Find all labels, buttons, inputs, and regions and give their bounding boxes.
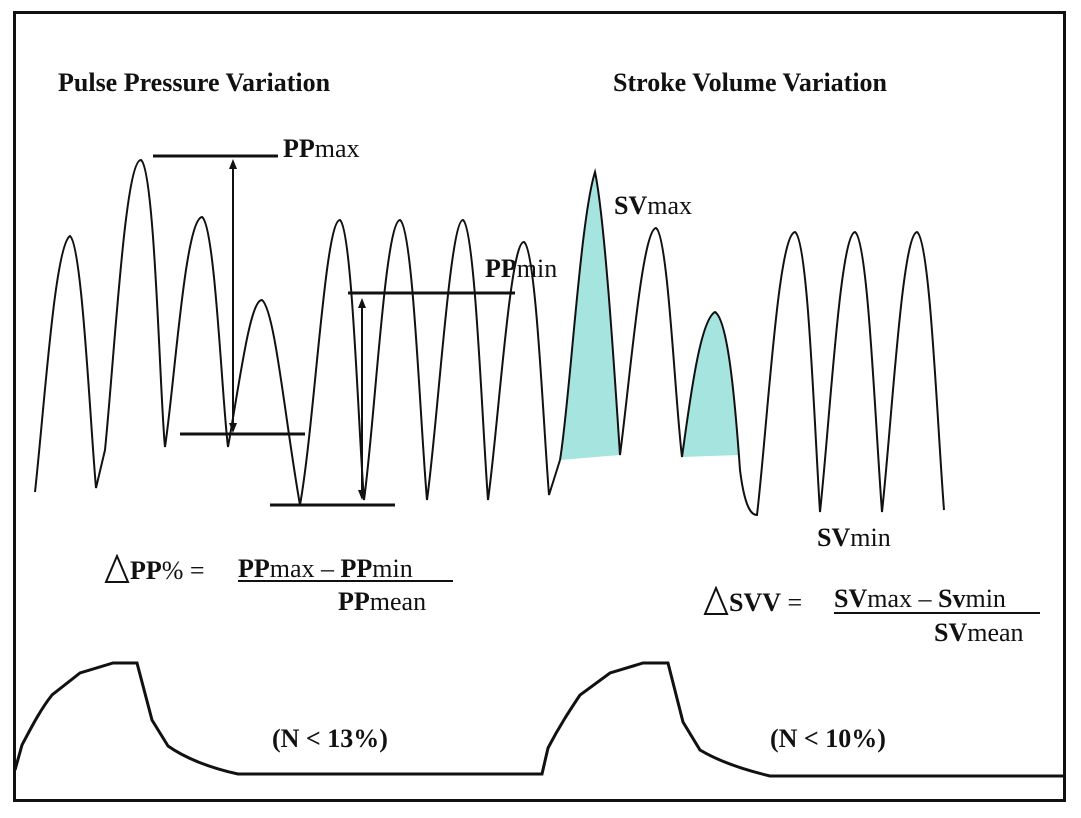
figure-frame (13, 11, 1066, 802)
sv-max-label-rest: max (647, 191, 693, 220)
sv-second-shaded-area (682, 312, 740, 457)
pp-min-label: PPmin (485, 256, 557, 282)
svv-normal-range: (N < 10%) (770, 724, 886, 753)
pp-normal-range: (N < 13%) (272, 724, 388, 753)
pp-formula-lhs-rest: % = (161, 556, 205, 585)
pp-min-label-bold: PP (485, 254, 517, 283)
svv-num-a-rest: max (867, 584, 913, 613)
pp-max-label: PPmax (283, 136, 360, 162)
triangle-icon (703, 585, 729, 615)
left-pressure-waveform (34, 158, 561, 506)
svv-formula-lhs-rest: = (787, 588, 803, 617)
pp-min-label-rest: min (516, 254, 558, 283)
sv-max-shaded-area (560, 172, 620, 460)
left-title: Pulse Pressure Variation (58, 68, 331, 97)
pp-fraction-bar (238, 580, 453, 582)
pp-formula-lhs: PP% = (104, 553, 205, 585)
sv-max-label-bold: SV (614, 191, 648, 220)
svv-den-bold: SV (934, 618, 968, 647)
svv-formula-lhs-bold: SVV (729, 588, 782, 617)
svv-num-a-bold: SV (834, 584, 868, 613)
svv-num-minus: – (918, 584, 932, 613)
pp-num-a-bold: PP (238, 554, 270, 583)
triangle-icon (104, 553, 130, 583)
svv-formula-lhs: SVV = (703, 585, 803, 617)
pp-num-minus: – (321, 554, 335, 583)
pp-num-b-bold: PP (340, 554, 373, 583)
pp-min-arrow-head-bottom (358, 490, 366, 500)
pp-max-arrow-head-top (229, 159, 237, 169)
pp-num-a-rest: max (269, 554, 315, 583)
svv-formula-denominator: SVmean (934, 620, 1024, 646)
pp-formula-denominator: PPmean (338, 589, 426, 615)
pp-num-b-rest: min (372, 554, 413, 583)
svv-fraction-bar (834, 612, 1040, 614)
airway-pressure-waveform (13, 661, 1066, 778)
svv-den-rest: mean (967, 618, 1024, 647)
pp-formula-numerator: PPmax – PPmin (238, 556, 413, 582)
sv-min-label: SVmin (817, 525, 891, 551)
pp-min-arrow-head-top (358, 298, 366, 308)
pp-max-label-rest: max (314, 134, 360, 163)
pp-den-bold: PP (338, 587, 370, 616)
right-volume-waveform (559, 168, 945, 517)
sv-min-label-bold: SV (817, 523, 851, 552)
pp-den-rest: mean (369, 587, 427, 616)
right-title: Stroke Volume Variation (613, 68, 888, 97)
svv-num-b-rest: min (965, 584, 1006, 613)
svv-formula-numerator: SVmax – Svmin (834, 586, 1006, 612)
pp-formula-lhs-bold: PP (130, 556, 162, 585)
pp-max-label-bold: PP (283, 134, 315, 163)
svv-num-b-bold: Sv (938, 584, 966, 613)
pp-max-arrow-head-bottom (229, 423, 237, 433)
sv-min-label-rest: min (850, 523, 891, 552)
sv-max-label: SVmax (614, 193, 692, 219)
